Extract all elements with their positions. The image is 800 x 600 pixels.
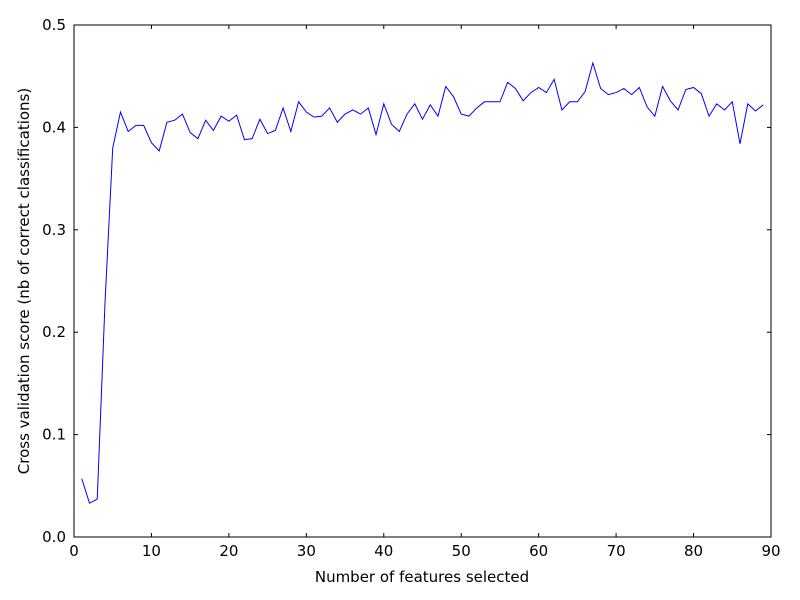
plot-area [74,25,771,537]
series-line-0 [81,61,764,504]
y-tick-label: 0.0 [42,528,66,546]
plot-border [73,24,772,538]
plot-background [74,25,771,537]
y-axis-label: Cross validation score (nb of correct cl… [15,88,33,474]
x-tick-label: 40 [374,542,393,560]
ticks-layer: 0 10 20 30 40 50 60 70 80 90 0.0 0.1 0.2 0.3 0.4 0.5 [42,16,780,560]
y-tick-label: 0.2 [42,323,66,341]
x-tick-label: 80 [684,542,703,560]
x-tick-label: 70 [607,542,626,560]
y-tick-label: 0.5 [42,16,66,34]
x-tick-label: 10 [142,542,161,560]
x-tick-label: 30 [297,542,316,560]
x-tick-label: 60 [529,542,548,560]
y-tick-label: 0.3 [42,221,66,239]
y-tick-label: 0.4 [42,118,66,136]
y-tick-label: 0.1 [42,426,66,444]
x-axis-label: Number of features selected [315,568,529,586]
x-tick-label: 90 [761,542,780,560]
x-tick-label: 0 [69,542,79,560]
plot-frame [73,24,772,538]
x-tick-label: 20 [219,542,238,560]
series-layer [81,61,764,504]
x-tick-label: 50 [452,542,471,560]
